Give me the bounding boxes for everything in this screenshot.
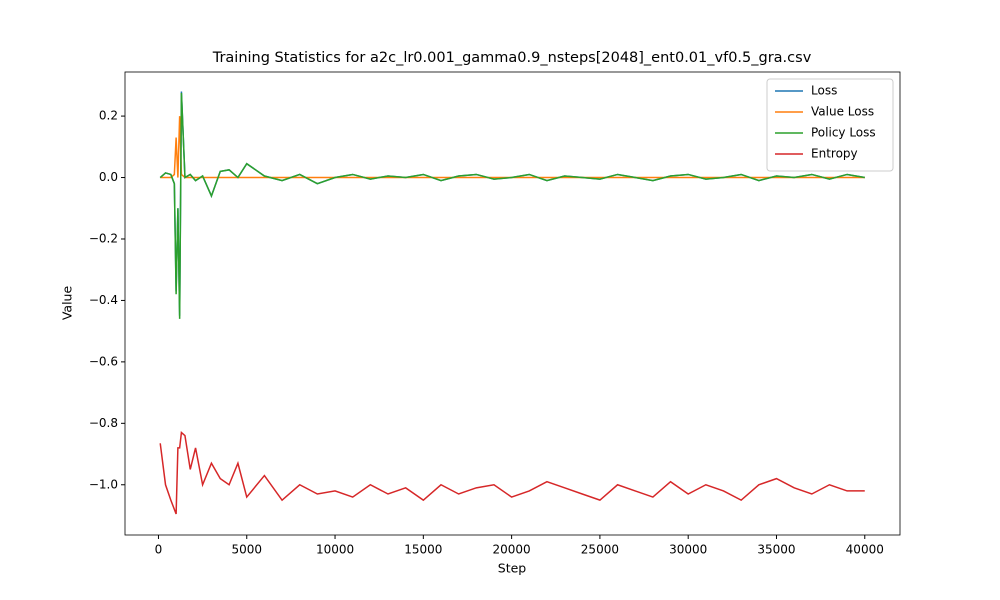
series-line [159, 431, 865, 515]
y-tick-label: −1.0 [89, 477, 118, 491]
x-tick-label: 10000 [316, 543, 354, 557]
legend-label: Loss [811, 84, 837, 98]
y-tick-label: −0.4 [89, 293, 118, 307]
x-tick-label: 30000 [669, 543, 707, 557]
y-tick-label: 0.0 [99, 170, 118, 184]
legend-label: Value Loss [811, 105, 874, 119]
y-tick-label: −0.2 [89, 231, 118, 245]
y-tick-label: −0.6 [89, 354, 118, 368]
y-tick-label: 0.2 [99, 109, 118, 123]
legend-label: Entropy [811, 147, 858, 161]
legend-label: Policy Loss [811, 126, 876, 140]
x-tick-label: 25000 [581, 543, 619, 557]
plot-frame [124, 71, 901, 536]
x-tick-label: 15000 [404, 543, 442, 557]
chart-title: Training Statistics for a2c_lr0.001_gamm… [212, 50, 812, 66]
plot-lines [159, 91, 865, 515]
y-tick-label: −0.8 [89, 416, 118, 430]
y-axis-label: Value [60, 286, 75, 321]
x-axis-label: Step [498, 561, 527, 576]
x-tick-label: 5000 [231, 543, 262, 557]
x-tick-label: 40000 [846, 543, 884, 557]
series-line [159, 93, 865, 319]
x-tick-label: 35000 [757, 543, 795, 557]
legend-box [766, 78, 894, 172]
x-tick-label: 0 [155, 543, 163, 557]
series-line [160, 116, 865, 179]
x-tick-label: 20000 [493, 543, 531, 557]
